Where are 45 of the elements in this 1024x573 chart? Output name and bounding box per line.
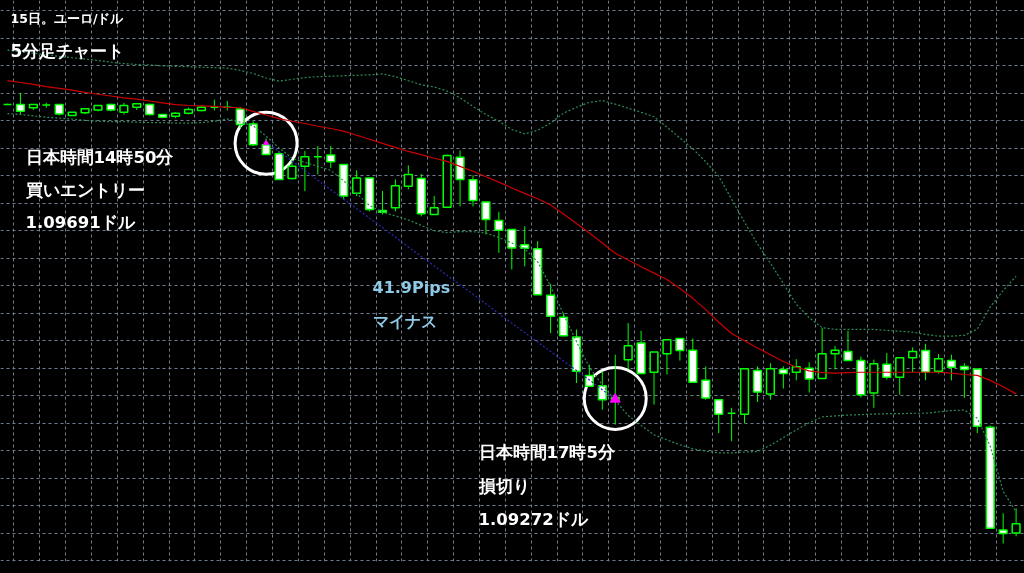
chart-subtitle: 5分足チャート [10, 40, 125, 61]
candlestick [778, 365, 788, 389]
candlestick [520, 225, 530, 267]
annotation: マイナス [372, 312, 437, 331]
candlestick [507, 228, 517, 271]
candlestick [351, 169, 362, 197]
candlestick [326, 145, 336, 169]
candlestick [390, 178, 401, 212]
candlestick [1011, 507, 1021, 537]
candlestick [998, 512, 1008, 544]
candlestick [843, 330, 853, 362]
candlestick [403, 164, 413, 190]
candlestick [15, 92, 26, 115]
candlestick [675, 337, 685, 362]
candlestick [882, 352, 892, 380]
candlestick [714, 398, 724, 434]
candlestick [429, 195, 439, 216]
candlestick [494, 211, 504, 254]
candlestick [545, 283, 556, 334]
candlestick [662, 339, 672, 375]
candlestick [830, 345, 840, 371]
annotation: 買いエントリー [24, 181, 145, 200]
candlestick [908, 346, 918, 373]
candlestick [468, 174, 478, 207]
candlestick [649, 351, 659, 406]
candlestick [300, 150, 310, 192]
candlestick [455, 150, 465, 207]
annotation: 損切り [477, 477, 530, 496]
candlestick [623, 322, 633, 371]
candlestick [701, 365, 711, 401]
candlestick [752, 365, 763, 403]
annotation: 日本時間17時5分 [478, 443, 616, 462]
candlestick [248, 120, 258, 147]
point [582, 365, 648, 431]
candlestick [920, 343, 931, 381]
candlestick [895, 357, 905, 396]
annotation: 41.9Pips [372, 278, 451, 297]
candlestick [933, 353, 944, 375]
point [233, 110, 299, 176]
candlestick [946, 354, 957, 381]
candlestick [481, 201, 491, 235]
annotation: 1.09691ドル [25, 213, 136, 232]
chart-title: 15日。ユーロ/ドル [10, 11, 125, 26]
annotation: 日本時間14時50分 [25, 148, 175, 167]
annotation: 1.09272ドル [478, 510, 589, 529]
